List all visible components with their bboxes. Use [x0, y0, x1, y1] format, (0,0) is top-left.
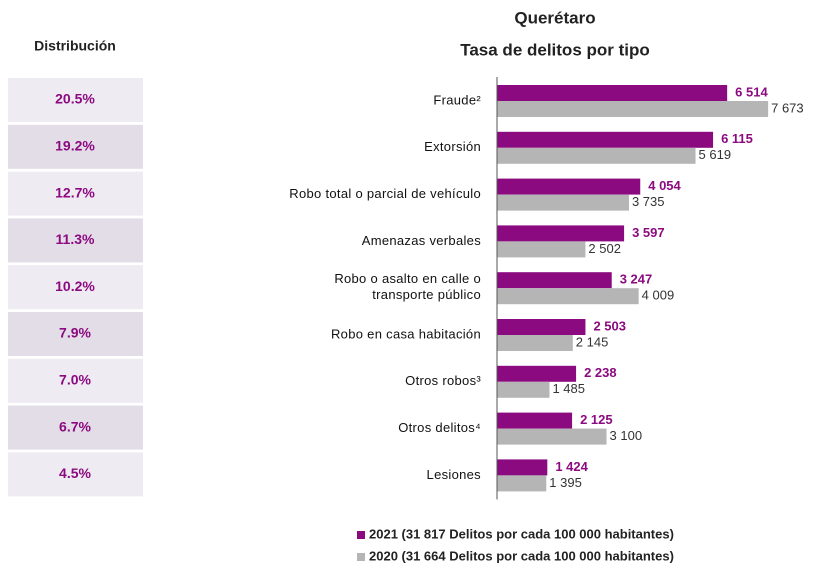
bar	[497, 475, 547, 492]
table-value: 6.7%	[59, 418, 91, 434]
bar	[497, 335, 573, 351]
value-label: 6 514	[735, 84, 768, 99]
legend-label: 2020 (31 664 Delitos por cada 100 000 ha…	[369, 548, 674, 563]
legend-label: 2021 (31 817 Delitos por cada 100 000 ha…	[369, 526, 674, 541]
legend-swatch	[357, 531, 365, 539]
table-cell	[8, 171, 143, 216]
bar	[497, 381, 550, 398]
table-value: 11.3%	[56, 231, 95, 247]
table-cell	[8, 124, 143, 169]
bar	[497, 428, 607, 445]
table-cell	[8, 405, 143, 450]
value-label: 2 503	[593, 318, 626, 333]
value-label: 2 238	[584, 365, 617, 380]
value-label: 4 009	[642, 288, 675, 303]
category-label: Fraude²	[433, 92, 481, 107]
value-label: 2 502	[588, 241, 621, 256]
bar	[497, 459, 548, 476]
category-label: Extorsión	[424, 139, 481, 154]
category-label: Robo o asalto en calle o transporte públi…	[334, 272, 481, 303]
table-cell	[8, 358, 143, 403]
bar	[497, 412, 573, 429]
value-label: 3 247	[620, 272, 653, 287]
chart-subtitle: Tasa de delitos por tipo	[460, 40, 650, 59]
value-label: 5 619	[699, 147, 732, 162]
value-label: 7 673	[771, 100, 804, 115]
table-value: 12.7%	[55, 184, 95, 200]
bar	[497, 101, 769, 117]
table-cell	[8, 78, 143, 122]
bar	[497, 131, 714, 148]
category-label: Otros robos³	[405, 373, 481, 388]
value-label: 1 395	[549, 475, 582, 490]
bar	[497, 365, 577, 382]
category-label: Robo total o parcial de vehículo	[289, 186, 481, 201]
value-label: 3 100	[610, 428, 643, 443]
category-label: Amenazas verbales	[362, 233, 481, 248]
table-cell	[8, 265, 143, 310]
category-label: Otros delitos⁴	[398, 420, 481, 435]
legend-swatch	[357, 553, 365, 561]
table-cell	[8, 218, 143, 263]
bar	[497, 241, 586, 258]
bar	[497, 272, 612, 289]
value-label: 6 115	[721, 131, 753, 146]
bar	[497, 194, 629, 211]
table-value: 19.2%	[55, 138, 95, 154]
category-label: Lesiones	[427, 467, 482, 482]
value-label: 1 485	[552, 381, 585, 396]
value-label: 2 145	[576, 334, 609, 349]
table-value: 7.0%	[59, 372, 91, 388]
bar	[497, 288, 639, 305]
bar	[497, 147, 696, 164]
value-label: 3 735	[632, 194, 665, 209]
value-label: 2 125	[580, 412, 613, 427]
table-value: 4.5%	[59, 465, 91, 481]
value-label: 3 597	[632, 225, 665, 240]
table-cell	[8, 452, 143, 497]
table-value: 7.9%	[59, 325, 91, 341]
value-label: 1 424	[555, 459, 588, 474]
bar	[497, 225, 625, 242]
chart-title: Querétaro	[514, 8, 595, 27]
value-label: 4 054	[648, 178, 681, 193]
table-value: 20.5%	[55, 91, 95, 107]
table-value: 10.2%	[55, 278, 95, 294]
table-title: Distribución	[34, 38, 116, 54]
bar	[497, 319, 586, 335]
bar	[497, 85, 728, 101]
table-cell	[8, 312, 143, 356]
bar	[497, 178, 641, 195]
category-label: Robo en casa habitación	[331, 326, 481, 341]
